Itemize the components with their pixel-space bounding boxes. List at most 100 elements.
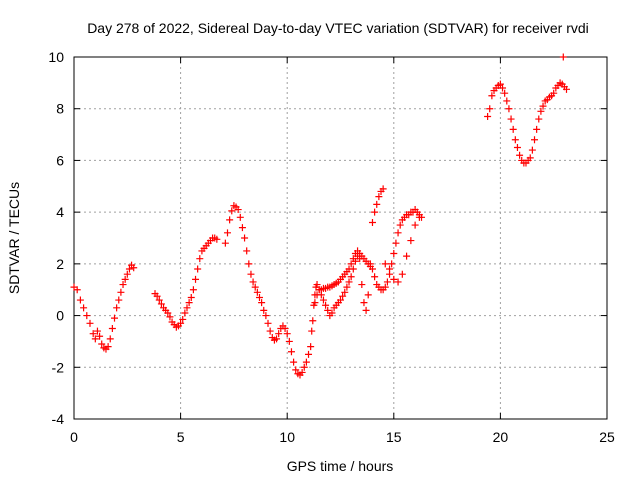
plot-frame	[73, 56, 608, 420]
data-point	[249, 278, 257, 286]
data-point	[305, 350, 313, 358]
data-point	[189, 286, 197, 294]
data-point	[117, 288, 125, 296]
data-point	[396, 221, 404, 229]
data-point	[533, 125, 541, 133]
x-tick-label: 10	[279, 429, 295, 445]
data-point	[388, 260, 396, 268]
y-axis-ticks: -4 -2 0 2 4 6 8 10	[48, 49, 607, 427]
data-point	[111, 314, 119, 322]
data-point	[392, 239, 400, 247]
data-point	[537, 107, 545, 115]
y-tick-label: 6	[56, 152, 64, 168]
y-tick-label: 4	[56, 204, 64, 220]
data-point	[319, 296, 327, 304]
data-point	[228, 207, 236, 215]
data-point	[194, 265, 202, 273]
data-point	[298, 368, 306, 376]
data-point	[307, 343, 315, 351]
data-point	[345, 265, 353, 273]
data-point	[345, 278, 353, 286]
x-tick-label: 20	[493, 429, 509, 445]
data-point	[360, 299, 368, 307]
data-point	[368, 265, 376, 273]
x-tick-label: 25	[599, 429, 615, 445]
data-point	[76, 296, 84, 304]
data-point	[285, 337, 293, 345]
data-point	[80, 304, 88, 312]
data-point	[503, 97, 511, 105]
data-point	[255, 293, 263, 301]
data-point	[373, 200, 381, 208]
data-point	[273, 335, 281, 343]
y-tick-label: 8	[56, 101, 64, 117]
data-point	[287, 348, 295, 356]
data-point	[383, 278, 391, 286]
data-point	[179, 315, 187, 323]
data-point	[358, 281, 366, 289]
data-point	[196, 255, 204, 263]
data-point	[177, 319, 185, 327]
data-point	[324, 306, 332, 314]
data-point	[528, 146, 536, 154]
data-point	[243, 247, 251, 255]
data-point	[386, 265, 394, 273]
data-point	[390, 275, 398, 283]
data-point	[125, 265, 133, 273]
data-point	[130, 264, 138, 272]
data-point	[531, 136, 539, 144]
data-point	[562, 85, 570, 93]
data-point	[496, 80, 504, 88]
data-point	[415, 213, 423, 221]
data-point	[153, 292, 161, 300]
data-point	[394, 229, 402, 237]
data-point	[283, 330, 291, 338]
data-point	[511, 136, 519, 144]
data-point	[86, 319, 94, 327]
data-point	[89, 330, 97, 338]
data-point	[507, 115, 515, 123]
grid-lines	[74, 57, 607, 419]
data-point	[328, 309, 336, 317]
data-point	[364, 291, 372, 299]
data-point	[281, 325, 289, 332]
x-tick-label: 5	[177, 429, 185, 445]
data-point	[347, 260, 355, 268]
data-point	[411, 221, 419, 229]
y-tick-label: -4	[52, 411, 65, 427]
data-point	[238, 224, 246, 232]
y-tick-label: 0	[56, 308, 64, 324]
data-point	[192, 275, 200, 283]
data-point	[381, 283, 389, 291]
data-point	[311, 299, 319, 307]
data-point	[375, 193, 383, 201]
data-point	[488, 92, 496, 100]
data-point	[187, 293, 195, 301]
data-point	[166, 313, 174, 321]
x-axis-title: GPS time / hours	[287, 458, 394, 474]
y-axis-title: SDTVAR / TECUs	[6, 182, 22, 294]
y-tick-label: -2	[52, 359, 65, 375]
data-point	[253, 288, 261, 296]
data-point	[535, 115, 543, 123]
data-point	[539, 102, 547, 110]
data-point	[309, 317, 317, 325]
data-point	[407, 237, 415, 245]
data-point	[371, 208, 379, 216]
data-point	[241, 234, 249, 242]
data-point	[550, 89, 558, 97]
data-point	[91, 335, 99, 343]
data-point	[226, 216, 234, 224]
data-point	[119, 281, 127, 289]
data-point	[104, 343, 112, 351]
data-point	[98, 340, 106, 348]
data-point	[371, 273, 379, 281]
data-point	[362, 306, 370, 314]
data-point	[234, 206, 242, 214]
data-point	[164, 309, 172, 317]
data-point	[83, 312, 91, 320]
data-point	[398, 270, 406, 278]
data-point	[341, 288, 349, 296]
data-point	[390, 250, 398, 258]
